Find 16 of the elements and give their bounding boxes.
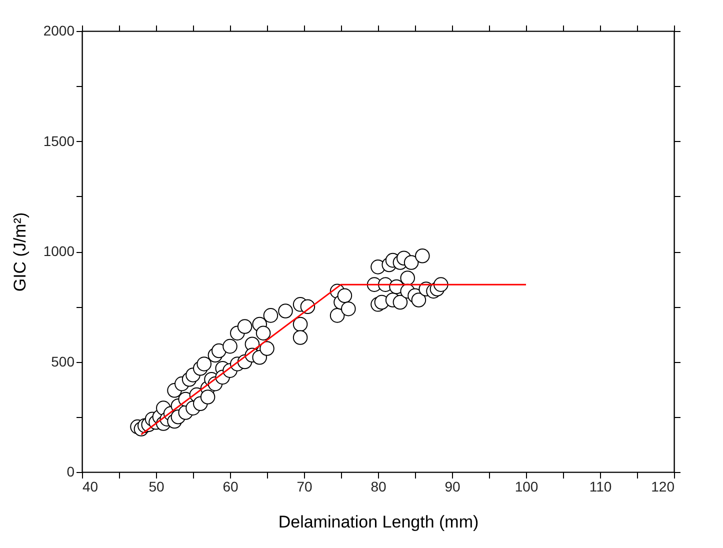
x-tick-label: 110 (589, 478, 612, 494)
x-tick-label: 80 (370, 478, 386, 494)
x-tick-label: 50 (148, 478, 164, 494)
x-tick-label: 40 (82, 478, 98, 494)
x-tick-label: 70 (296, 478, 312, 494)
x-tick-label: 100 (514, 478, 538, 494)
y-tick-label: 1000 (43, 243, 75, 259)
x-tick-label: 120 (651, 478, 675, 494)
x-tick-label: 60 (222, 478, 238, 494)
y-axis-title: GIC (J/m²) (10, 212, 30, 292)
x-tick-label: 90 (444, 478, 460, 494)
x-axis-title: Delamination Length (mm) (278, 512, 479, 532)
y-tick-label: 0 (66, 464, 75, 480)
y-tick-label: 2000 (43, 22, 75, 38)
y-tick-label: 1500 (43, 132, 75, 149)
y-tick-label: 500 (51, 353, 75, 370)
